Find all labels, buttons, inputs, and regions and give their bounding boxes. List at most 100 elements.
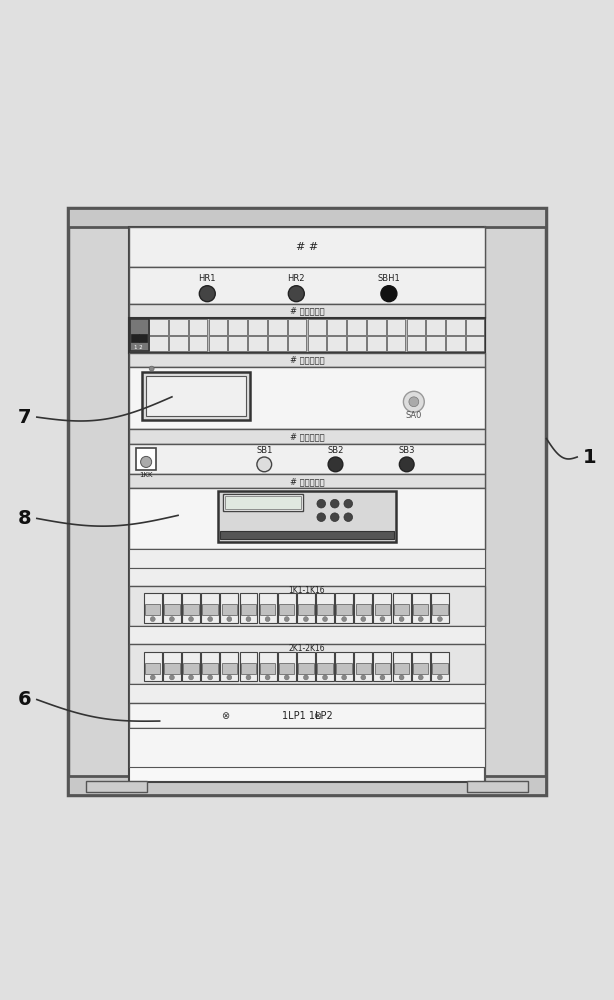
Bar: [163, 593, 181, 623]
Text: SBH1: SBH1: [378, 274, 400, 283]
Bar: [392, 593, 411, 623]
Bar: [223, 494, 303, 511]
Circle shape: [437, 675, 442, 680]
Text: HR2: HR2: [287, 274, 305, 283]
Bar: [189, 336, 208, 351]
Bar: [86, 781, 147, 792]
Circle shape: [399, 617, 404, 622]
Text: SB1: SB1: [256, 446, 273, 455]
Bar: [228, 319, 247, 335]
Bar: [239, 593, 257, 623]
Bar: [203, 663, 218, 674]
Bar: [356, 604, 371, 615]
Circle shape: [303, 617, 308, 622]
Text: 7: 7: [18, 408, 31, 427]
Bar: [144, 593, 161, 623]
Bar: [220, 593, 238, 623]
Bar: [316, 593, 334, 623]
Bar: [431, 593, 449, 623]
Bar: [129, 304, 485, 318]
Circle shape: [141, 456, 152, 467]
Bar: [129, 367, 485, 429]
Text: # 系统光纤盒: # 系统光纤盒: [290, 306, 324, 315]
Text: # 系统光纤盒: # 系统光纤盒: [290, 356, 324, 365]
Text: 8: 8: [18, 509, 31, 528]
Text: # #: # #: [296, 242, 318, 252]
Bar: [129, 474, 485, 488]
Bar: [248, 319, 267, 335]
Bar: [260, 604, 275, 615]
Circle shape: [409, 397, 419, 407]
Bar: [129, 429, 485, 444]
Bar: [146, 376, 246, 416]
Bar: [130, 319, 149, 351]
Bar: [129, 684, 485, 703]
Circle shape: [437, 617, 442, 622]
Bar: [203, 604, 218, 615]
Circle shape: [380, 675, 385, 680]
Bar: [220, 652, 238, 681]
Bar: [239, 652, 257, 681]
Bar: [466, 336, 484, 351]
Bar: [354, 593, 372, 623]
Text: ⊗: ⊗: [314, 711, 322, 721]
Bar: [406, 336, 425, 351]
Bar: [426, 319, 445, 335]
Bar: [169, 319, 188, 335]
Bar: [336, 604, 352, 615]
Bar: [248, 336, 267, 351]
Bar: [317, 663, 333, 674]
Bar: [297, 593, 315, 623]
Circle shape: [149, 366, 154, 371]
Bar: [268, 319, 287, 335]
Circle shape: [208, 675, 212, 680]
Circle shape: [208, 617, 212, 622]
Bar: [129, 488, 485, 549]
Bar: [354, 652, 372, 681]
Bar: [142, 372, 250, 420]
Bar: [228, 336, 247, 351]
Circle shape: [150, 675, 155, 680]
Bar: [129, 644, 485, 684]
Bar: [258, 652, 276, 681]
Bar: [129, 626, 485, 644]
Bar: [466, 319, 484, 335]
Bar: [222, 663, 237, 674]
Bar: [373, 593, 391, 623]
Bar: [258, 593, 276, 623]
Bar: [129, 227, 485, 782]
Circle shape: [246, 617, 251, 622]
Bar: [169, 336, 188, 351]
Bar: [225, 496, 301, 509]
Bar: [218, 491, 396, 542]
Bar: [375, 663, 390, 674]
Text: # 系统光纤盒: # 系统光纤盒: [290, 432, 324, 441]
Text: 1KK: 1KK: [139, 472, 153, 478]
Circle shape: [418, 617, 423, 622]
Bar: [432, 604, 448, 615]
Bar: [367, 319, 386, 335]
Bar: [356, 663, 371, 674]
Bar: [184, 663, 199, 674]
Circle shape: [344, 499, 352, 508]
Circle shape: [317, 513, 325, 521]
Bar: [317, 604, 333, 615]
Text: SB2: SB2: [327, 446, 344, 455]
Bar: [412, 652, 430, 681]
Circle shape: [257, 457, 271, 472]
Text: 1 2: 1 2: [134, 345, 143, 350]
Bar: [164, 604, 180, 615]
Circle shape: [418, 675, 423, 680]
Circle shape: [403, 391, 424, 412]
Circle shape: [361, 617, 366, 622]
Bar: [201, 652, 219, 681]
Bar: [327, 319, 346, 335]
Circle shape: [265, 617, 270, 622]
Circle shape: [289, 286, 305, 302]
Bar: [446, 319, 465, 335]
Bar: [426, 336, 445, 351]
Bar: [347, 319, 366, 335]
Circle shape: [284, 617, 289, 622]
Bar: [413, 604, 429, 615]
Bar: [279, 663, 295, 674]
